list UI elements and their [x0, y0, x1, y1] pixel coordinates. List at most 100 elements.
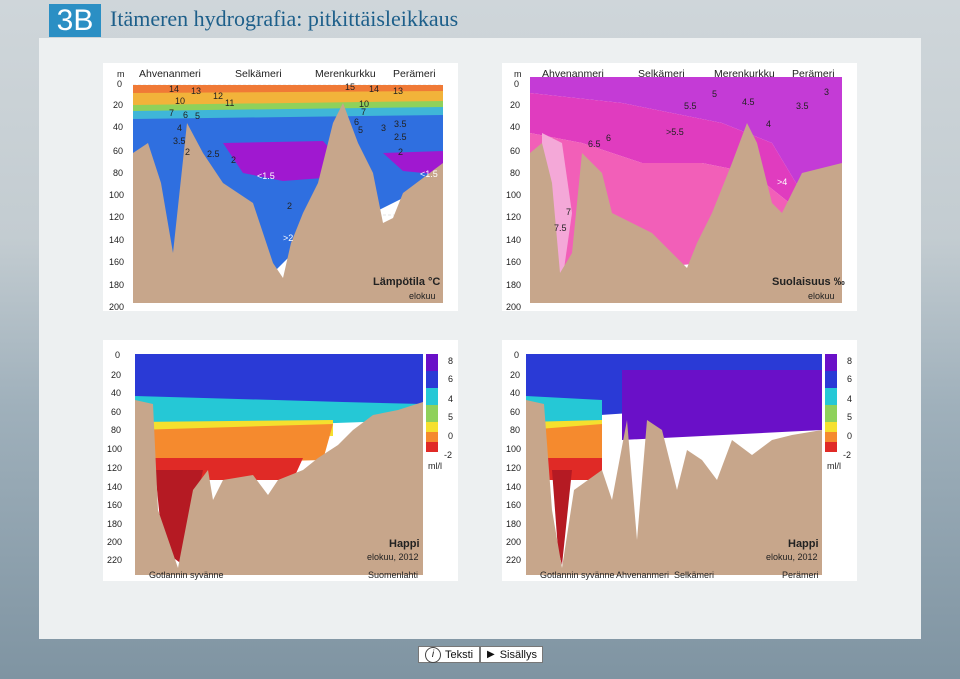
temp-depth-140: 140 [109, 235, 125, 245]
temp-contour-label: 3 [381, 123, 387, 133]
oxy2-depth-140: 140 [506, 482, 522, 492]
oxy2-scale-0: 0 [847, 431, 853, 441]
salt-depth-60: 60 [510, 146, 521, 156]
temp-region-ahvenanmeri: Ahvenanmeri [139, 68, 201, 80]
oxy2-depth-40: 40 [510, 388, 521, 398]
temp-depth-200: 200 [109, 302, 125, 312]
temp-depth-20: 20 [113, 100, 124, 110]
oxy2-depth-200: 200 [506, 537, 522, 547]
temp-contour-label: 3.5 [173, 136, 186, 146]
temp-contour-label: 6 [183, 110, 189, 120]
oxy2-layer-purple [622, 370, 822, 440]
oxy2-depth-60: 60 [510, 407, 521, 417]
oxy2-scale-bar [825, 354, 837, 452]
temp-contour-label: 2.5 [394, 132, 407, 142]
oxy2-layer-darkred [552, 470, 572, 565]
temp-contour-label: >2 [283, 233, 294, 243]
oxy1-depth-120: 120 [107, 463, 123, 473]
oxy2-depth-0: 0 [514, 350, 520, 360]
temp-contour-label: 4 [177, 123, 183, 133]
temp-layer-coldest2 [383, 151, 443, 175]
oxy1-depth-20: 20 [111, 370, 122, 380]
temp-contour-label: 13 [191, 86, 202, 96]
oxy2-scale-unit: ml/l [827, 461, 841, 471]
oxy1-scale-0: 0 [448, 431, 454, 441]
salt-depth-140: 140 [506, 235, 522, 245]
temp-contour-label: 10 [175, 96, 186, 106]
salt-contour-label: 4 [766, 119, 772, 129]
oxy2-subcaption: elokuu, 2012 [766, 552, 818, 562]
temp-contour-label: 6 [354, 117, 360, 127]
oxy1-depth-200: 200 [107, 537, 123, 547]
salt-depth-100: 100 [506, 190, 522, 200]
oxy1-subcaption: elokuu, 2012 [367, 552, 419, 562]
oxy1-scale-8: 8 [448, 356, 454, 366]
salt-contour-label: 4.5 [742, 97, 755, 107]
oxy1-scale-4: 4 [448, 394, 454, 404]
page-badge: 3B [49, 4, 101, 37]
temp-depth-120: 120 [109, 212, 125, 222]
temp-contour-label: 7 [361, 107, 367, 117]
salt-region-peramer: Perämeri [792, 68, 835, 80]
salt-contour-label: >4 [777, 177, 788, 187]
oxy1-depth-220: 220 [107, 555, 123, 565]
salt-contour-label: 7 [566, 207, 572, 217]
oxy2-depth-160: 160 [506, 500, 522, 510]
salt-contour-label: 5.5 [684, 101, 697, 111]
temp-contour-label: 11 [225, 98, 235, 108]
oxy2-depth-100: 100 [506, 444, 522, 454]
text-button[interactable]: i Teksti [418, 646, 480, 663]
salt-depth-0: 0 [514, 79, 520, 89]
oxy2-scale-4: 4 [847, 394, 853, 404]
salt-depth-20: 20 [510, 100, 521, 110]
oxy2-caption: Happi [788, 538, 819, 550]
salt-contour-label: 3.5 [796, 101, 809, 111]
temp-contour-label: 14 [369, 84, 380, 94]
temp-depth-60: 60 [113, 146, 124, 156]
oxygen-section-chart-1: 0 20 40 60 80 100 120 140 160 180 200 22… [103, 340, 458, 581]
temperature-section-chart: m 0 20 40 60 80 100 120 140 160 180 200 … [103, 63, 458, 312]
temp-contour-label: 2 [185, 147, 191, 157]
salt-region-merenkurkku: Merenkurkku [714, 68, 775, 80]
temp-contour-label: 7 [169, 108, 175, 118]
temp-region-peramer: Perämeri [393, 68, 436, 80]
temp-depth-unit: m [117, 69, 125, 79]
temp-contour-label: 12 [213, 91, 224, 101]
salt-region-selkameri: Selkämeri [638, 68, 685, 80]
oxy2-scale-minus2: -2 [843, 450, 852, 460]
oxy2-depth-180: 180 [506, 519, 522, 529]
salt-depth-80: 80 [510, 168, 521, 178]
oxy2-scale-8: 8 [847, 356, 853, 366]
temp-depth-180: 180 [109, 280, 125, 290]
oxy1-depth-80: 80 [111, 425, 122, 435]
oxygen-section-chart-2: 0 20 40 60 80 100 120 140 160 180 200 22… [502, 340, 857, 581]
temp-contour-label: 14 [169, 84, 180, 94]
oxy2-depth-120: 120 [506, 463, 522, 473]
temp-region-selkameri: Selkämeri [235, 68, 282, 80]
temp-contour-label: 2.5 [207, 149, 220, 159]
temp-depth-40: 40 [113, 122, 124, 132]
temp-layer-coldest [223, 141, 343, 181]
oxy1-depth-160: 160 [107, 500, 123, 510]
salt-contour-label: 5 [712, 89, 718, 99]
temp-contour-label: 2 [287, 201, 293, 211]
salt-seabed [530, 123, 842, 303]
salt-subcaption: elokuu [808, 291, 835, 301]
play-arrow-icon: ▶ [487, 649, 495, 660]
oxy1-depth-60: 60 [111, 407, 122, 417]
oxy1-layer-orange [135, 424, 333, 465]
temp-seabed [133, 103, 443, 303]
temp-caption: Lämpötila °C [373, 276, 441, 288]
contents-button[interactable]: ▶ Sisällys [480, 646, 543, 663]
oxy2-bottom-label: Selkämeri [674, 570, 715, 580]
oxy2-depth-220: 220 [506, 555, 522, 565]
salt-depth-120: 120 [506, 212, 522, 222]
salt-depth-160: 160 [506, 257, 522, 267]
salt-contour-label: 3 [824, 87, 830, 97]
oxy1-depth-0: 0 [115, 350, 121, 360]
salt-layer-mid [530, 93, 802, 213]
temp-subcaption: elokuu [409, 291, 436, 301]
salt-contour-label: 6 [606, 133, 612, 143]
info-icon: i [425, 646, 441, 663]
salt-region-ahvenanmeri: Ahvenanmeri [542, 68, 604, 80]
